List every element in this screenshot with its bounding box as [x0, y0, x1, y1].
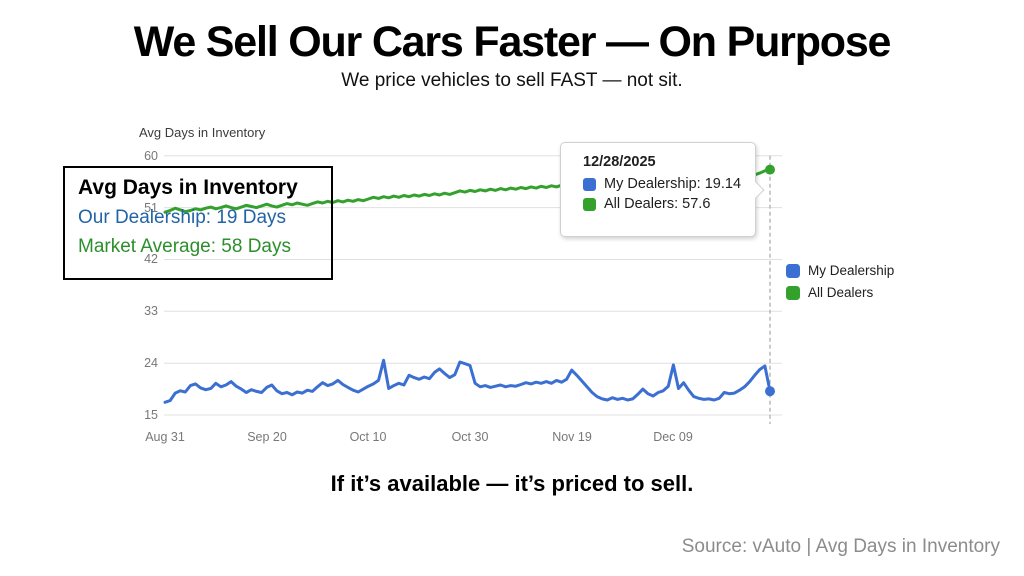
tooltip-row-all-dealers: All Dealers: 57.6 [583, 196, 755, 212]
tooltip-row-my-dealership: My Dealership: 19.14 [583, 176, 755, 192]
tooltip-date: 12/28/2025 [583, 154, 656, 170]
source-attribution: Source: vAuto | Avg Days in Inventory [681, 536, 1000, 557]
tooltip-my-dealership-value: My Dealership: 19.14 [604, 176, 742, 192]
blue-series-swatch-icon [583, 177, 596, 191]
legend-item-all-dealers[interactable]: All Dealers [786, 285, 894, 300]
y-axis-tick: 60 [144, 149, 158, 163]
stat-market-average: Market Average: 58 Days [78, 236, 291, 257]
green-series-swatch-icon [583, 197, 596, 211]
x-axis-tick: Dec 09 [653, 430, 693, 444]
y-axis-tick: 42 [144, 252, 158, 266]
x-axis-tick: Aug 31 [145, 430, 185, 444]
legend-label: All Dealers [808, 285, 874, 300]
green-series-swatch-icon [786, 285, 800, 300]
legend-item-my-dealership[interactable]: My Dealership [786, 263, 894, 278]
blue-series-swatch-icon [786, 263, 800, 278]
y-axis-tick: 24 [144, 356, 158, 370]
stat-callout-box: Avg Days in Inventory Our Dealership: 19… [63, 166, 333, 280]
page-subtitle: We price vehicles to sell FAST — not sit… [341, 70, 683, 91]
stat-box-title: Avg Days in Inventory [78, 176, 298, 199]
stat-our-dealership: Our Dealership: 19 Days [78, 207, 287, 228]
chart-tooltip: 12/28/2025 My Dealership: 19.14 All Deal… [560, 142, 765, 237]
y-axis-tick: 51 [144, 201, 158, 215]
chart-legend: My Dealership All Dealers [786, 263, 894, 307]
page-title: We Sell Our Cars Faster — On Purpose [133, 18, 892, 66]
x-axis-tick: Oct 10 [349, 430, 387, 444]
legend-label: My Dealership [808, 263, 895, 278]
tooltip-all-dealers-value: All Dealers: 57.6 [604, 196, 711, 212]
x-axis-tick: Nov 19 [552, 430, 592, 444]
tagline: If it’s available — it’s priced to sell. [330, 471, 694, 496]
chart-title: Avg Days in Inventory [139, 125, 266, 140]
x-axis-tick: Sep 20 [247, 430, 287, 444]
x-axis-tick: Oct 30 [451, 430, 489, 444]
y-axis-tick: 33 [144, 304, 158, 318]
y-axis-tick: 15 [144, 408, 158, 422]
